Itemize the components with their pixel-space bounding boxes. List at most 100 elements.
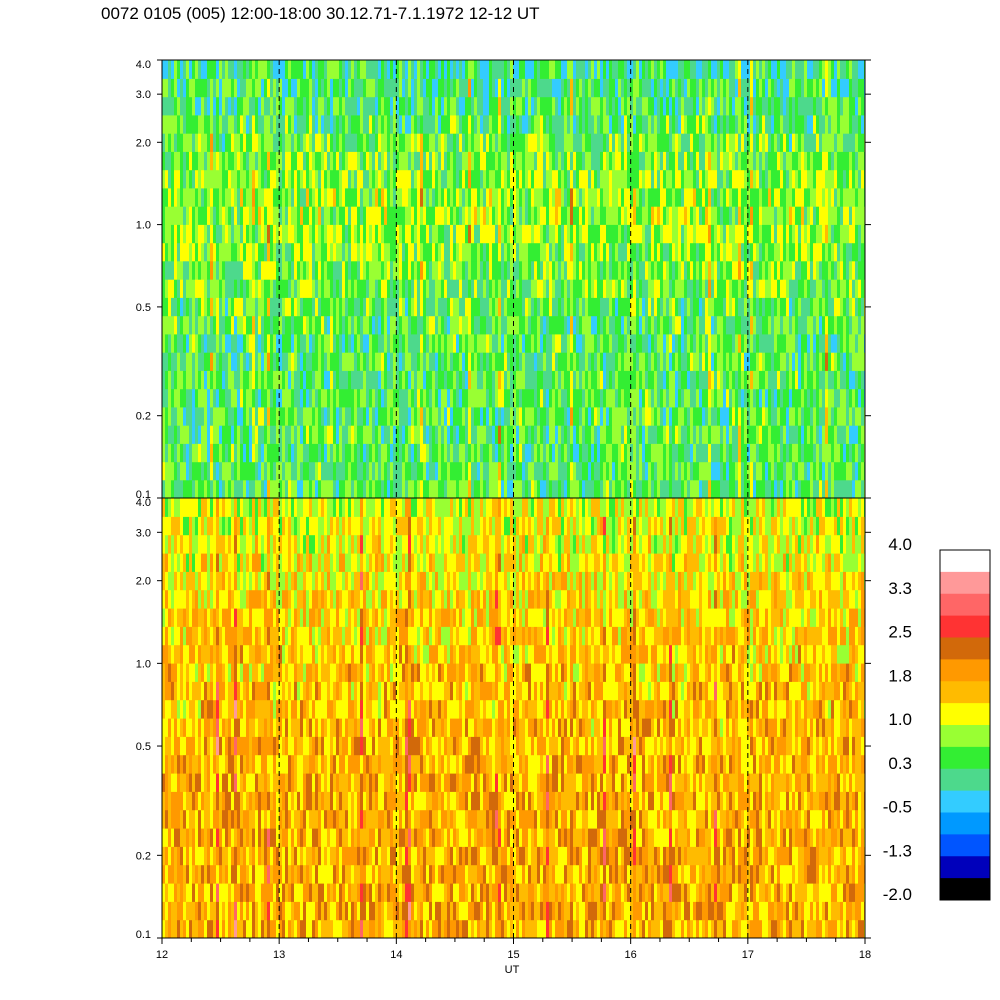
spectrogram-cell	[630, 96, 634, 116]
spectrogram-cell	[417, 479, 421, 498]
spectrogram-cell	[708, 425, 712, 444]
spectrogram-cell	[501, 169, 505, 189]
spectrogram-cell	[201, 443, 205, 463]
spectrogram-cell	[705, 224, 709, 244]
spectrogram-cell	[501, 242, 505, 262]
spectrogram-cell	[375, 479, 379, 498]
spectrogram-cell	[459, 352, 463, 371]
spectrogram-cell	[759, 187, 763, 207]
spectrogram-cell	[294, 242, 298, 262]
spectrogram-cell	[414, 388, 418, 408]
spectrogram-cell	[555, 333, 559, 353]
spectrogram-cell	[348, 443, 352, 463]
spectrogram-cell	[543, 133, 547, 152]
spectrogram-cell	[477, 370, 481, 390]
spectrogram-cell	[237, 406, 241, 426]
spectrogram-cell	[240, 169, 244, 189]
spectrogram-cell	[174, 133, 178, 152]
spectrogram-cell	[228, 279, 232, 298]
spectrogram-cell	[735, 315, 739, 335]
spectrogram-cell	[264, 333, 268, 353]
spectrogram-cell	[378, 425, 382, 444]
spectrogram-cell	[612, 114, 616, 134]
spectrogram-cell	[474, 406, 478, 426]
spectrogram-cell	[417, 224, 421, 244]
spectrogram-cell	[258, 133, 262, 152]
spectrogram-cell	[654, 60, 658, 79]
spectrogram-cell	[408, 60, 412, 79]
spectrogram-cell	[492, 133, 496, 152]
spectrogram-cell	[474, 315, 478, 335]
spectrogram-cell	[552, 425, 556, 444]
spectrogram-cell	[357, 425, 361, 444]
spectrogram-cell	[288, 242, 292, 262]
spectrogram-cell	[687, 425, 691, 444]
spectrogram-cell	[180, 242, 184, 262]
spectrogram-cell	[699, 370, 703, 390]
spectrogram-cell	[702, 206, 706, 225]
spectrogram-cell	[597, 461, 601, 481]
spectrogram-cell	[360, 114, 364, 134]
spectrogram-cell	[765, 297, 769, 317]
spectrogram-cell	[546, 242, 550, 262]
spectrogram-cell	[366, 279, 370, 298]
spectrogram-cell	[717, 297, 721, 317]
spectrogram-cell	[630, 461, 634, 481]
spectrogram-cell	[564, 151, 568, 171]
spectrogram-cell	[669, 96, 673, 116]
spectrogram-cell	[276, 479, 280, 498]
spectrogram-cell	[579, 297, 583, 317]
spectrogram-cell	[480, 443, 484, 463]
spectrogram-cell	[369, 388, 373, 408]
spectrogram-cell	[522, 114, 526, 134]
spectrogram-cell	[366, 370, 370, 390]
spectrogram-cell	[408, 78, 412, 98]
spectrogram-cell	[300, 187, 304, 207]
spectrogram-cell	[513, 114, 517, 134]
spectrogram-cell	[393, 352, 397, 371]
spectrogram-cell	[456, 96, 460, 116]
spectrogram-cell	[381, 388, 385, 408]
spectrogram-cell	[183, 443, 187, 463]
spectrogram-cell	[219, 406, 223, 426]
spectrogram-cell	[366, 96, 370, 116]
spectrogram-cell	[729, 443, 733, 463]
spectrogram-cell	[627, 78, 631, 98]
spectrogram-cell	[273, 224, 277, 244]
spectrogram-cell	[237, 279, 241, 298]
spectrogram-cell	[726, 206, 730, 225]
spectrogram-cell	[648, 242, 652, 262]
spectrogram-cell	[342, 260, 346, 280]
spectrogram-cell	[231, 425, 235, 444]
spectrogram-cell	[192, 388, 196, 408]
spectrogram-cell	[210, 443, 214, 463]
spectrogram-cell	[714, 206, 718, 225]
spectrogram-cell	[327, 114, 331, 134]
spectrogram-cell	[300, 151, 304, 171]
spectrogram-cell	[171, 260, 175, 280]
spectrogram-cell	[753, 352, 757, 371]
spectrogram-cell	[609, 388, 613, 408]
spectrogram-cell	[201, 133, 205, 152]
spectrogram-cell	[726, 260, 730, 280]
spectrogram-cell	[645, 224, 649, 244]
spectrogram-cell	[462, 333, 466, 353]
spectrogram-cell	[777, 315, 781, 335]
spectrogram-cell	[465, 461, 469, 481]
spectrogram-cell	[468, 443, 472, 463]
spectrogram-cell	[675, 333, 679, 353]
spectrogram-cell	[327, 315, 331, 335]
spectrogram-cell	[351, 352, 355, 371]
spectrogram-cell	[687, 114, 691, 134]
spectrogram-cell	[186, 187, 190, 207]
spectrogram-cell	[741, 206, 745, 225]
spectrogram-cell	[603, 333, 607, 353]
spectrogram-cell	[240, 60, 244, 79]
spectrogram-cell	[468, 333, 472, 353]
spectrogram-cell	[459, 370, 463, 390]
spectrogram-cell	[189, 187, 193, 207]
spectrogram-cell	[486, 461, 490, 481]
spectrogram-cell	[336, 133, 340, 152]
spectrogram-cell	[210, 260, 214, 280]
spectrogram-cell	[480, 388, 484, 408]
